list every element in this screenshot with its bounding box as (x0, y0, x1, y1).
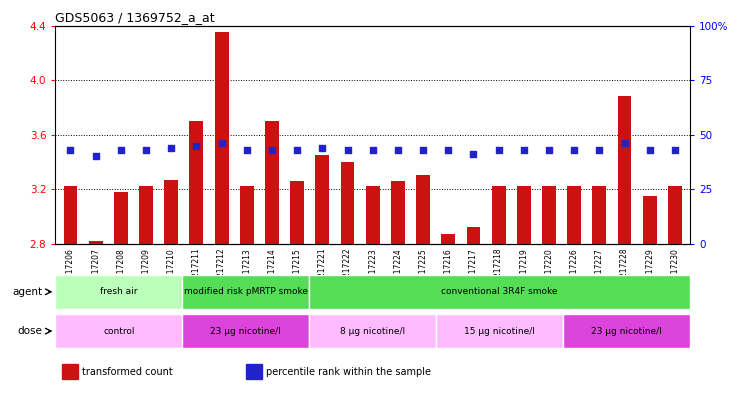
Point (518, 147, 530, 153)
Point (342, 147, 354, 153)
Bar (139, 186, 153, 244)
Point (669, 147, 681, 153)
Point (292, 147, 303, 153)
Point (115, 147, 127, 153)
Bar (55, 275, 182, 309)
Bar (542, 186, 556, 244)
Bar (315, 155, 329, 244)
Bar (240, 186, 254, 244)
Point (140, 147, 152, 153)
Bar (466, 227, 480, 244)
Point (442, 147, 454, 153)
Text: 23 μg nicotine/l: 23 μg nicotine/l (210, 327, 281, 336)
Text: 15 μg nicotine/l: 15 μg nicotine/l (464, 327, 535, 336)
Bar (593, 186, 607, 244)
Bar (215, 32, 229, 244)
Text: 23 μg nicotine/l: 23 μg nicotine/l (591, 327, 662, 336)
Text: percentile rank within the sample: percentile rank within the sample (266, 367, 431, 377)
Bar (63, 186, 77, 244)
Bar (114, 192, 128, 244)
Point (417, 147, 429, 153)
Bar (391, 181, 405, 244)
Point (493, 147, 505, 153)
Text: agent: agent (13, 287, 43, 297)
Point (215, 140, 227, 147)
Text: transformed count: transformed count (82, 367, 173, 377)
Point (468, 151, 480, 157)
Point (90, 153, 102, 160)
Bar (309, 314, 436, 348)
Bar (643, 196, 657, 244)
Bar (182, 314, 309, 348)
Text: 8 μg nicotine/l: 8 μg nicotine/l (340, 327, 405, 336)
Text: conventional 3R4F smoke: conventional 3R4F smoke (441, 287, 558, 296)
Text: fresh air: fresh air (100, 287, 137, 296)
Bar (265, 121, 279, 244)
Bar (309, 275, 690, 309)
Text: GDS5063 / 1369752_a_at: GDS5063 / 1369752_a_at (55, 11, 215, 24)
Bar (366, 186, 379, 244)
Point (644, 147, 655, 153)
Bar (182, 275, 309, 309)
Point (543, 147, 555, 153)
Point (165, 145, 177, 151)
Bar (340, 162, 354, 244)
Point (64, 147, 76, 153)
Point (392, 147, 404, 153)
Text: dose: dose (18, 326, 43, 336)
Bar (563, 314, 690, 348)
Point (593, 147, 605, 153)
Bar (62, 364, 77, 379)
Bar (290, 181, 304, 244)
Bar (436, 314, 563, 348)
Point (317, 145, 328, 151)
Bar (618, 96, 632, 244)
Bar (668, 186, 682, 244)
Bar (492, 186, 506, 244)
Bar (55, 314, 182, 348)
Point (266, 147, 277, 153)
Bar (89, 241, 103, 244)
Point (618, 140, 630, 147)
Point (241, 147, 252, 153)
Bar (190, 121, 203, 244)
Bar (416, 176, 430, 244)
Point (367, 147, 379, 153)
Point (568, 147, 580, 153)
Bar (165, 180, 178, 244)
Point (190, 142, 202, 149)
Bar (246, 364, 262, 379)
Text: control: control (103, 327, 134, 336)
Text: modified risk pMRTP smoke: modified risk pMRTP smoke (184, 287, 308, 296)
Bar (517, 186, 531, 244)
Bar (568, 186, 581, 244)
Bar (441, 234, 455, 244)
